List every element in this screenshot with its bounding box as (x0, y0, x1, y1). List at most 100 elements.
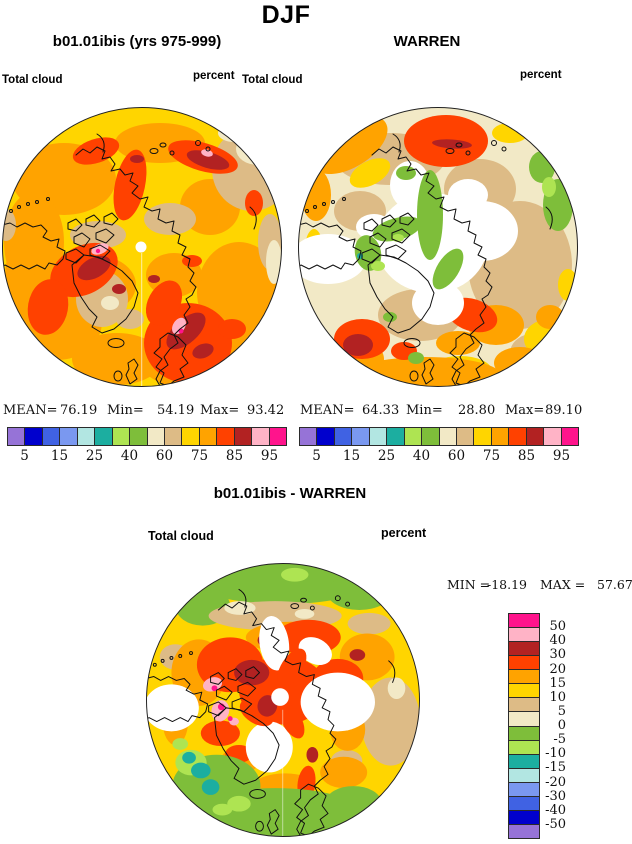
colorbar-swatch (94, 427, 113, 446)
colorbar-tick-label: -20 (545, 774, 566, 790)
colorbar-swatch (403, 427, 423, 446)
max-value: 57.67 (597, 577, 632, 592)
colorbar-tick-label: 20 (549, 661, 566, 677)
mean-value: 76.19 (60, 403, 98, 418)
colorbar-swatch (508, 753, 540, 769)
pole-hole (135, 241, 147, 253)
colorbar-swatch (508, 725, 540, 741)
obs-units-label: percent (520, 69, 562, 81)
colorbar-swatch (251, 427, 270, 446)
model-panel-title: b01.01ibis (yrs 975-999) (52, 33, 222, 50)
colorbar-swatch (7, 427, 26, 446)
map-outline (2, 107, 282, 387)
colorbar-tick-label: 30 (549, 647, 566, 663)
colorbar-swatch (316, 427, 335, 446)
colorbar-swatch (508, 697, 540, 713)
colorbar-swatch (508, 809, 540, 825)
diff-filled-contours (146, 563, 420, 837)
colorbar-tick-label: -10 (545, 746, 566, 762)
obs-variable-label: Total cloud (242, 74, 303, 86)
colorbar-swatch (508, 711, 540, 727)
colorbar-tick-label: 0 (557, 718, 566, 734)
colorbar-swatch (508, 641, 540, 657)
min-value: 54.19 (157, 403, 195, 418)
meridian-seam (282, 709, 284, 837)
colorbar-tick-label: 95 (552, 448, 571, 464)
diff-colorbar-ticks: 50 40 30 20 15 10 5 0 -5 -10 -15 -20 -30 -40 -50 (540, 613, 566, 839)
diff-map (146, 563, 420, 837)
colorbar-swatch (181, 427, 200, 446)
mean-label: MEAN= (300, 403, 355, 418)
diff-variable-label: Total cloud (148, 529, 214, 543)
meridian-seam (141, 253, 143, 387)
max-label: Max= (200, 403, 240, 418)
obs-colorbar-ticks: 5 15 25 40 60 75 85 95 (299, 448, 579, 464)
obs-colorbar (299, 427, 579, 446)
colorbar-tick-label: 15 (549, 675, 566, 691)
colorbar-tick-label: 60 (155, 448, 174, 464)
colorbar-swatch (543, 427, 562, 446)
colorbar-tick-label: 50 (549, 619, 566, 635)
diff-panel-title: b01.01ibis - WARREN (213, 485, 367, 502)
colorbar-tick-label: 85 (517, 448, 536, 464)
colorbar-tick-label: 5 (312, 448, 321, 464)
colorbar-swatch (333, 427, 353, 446)
min-label: Min= (406, 403, 443, 418)
model-colorbar-ticks: 5 15 25 40 60 75 85 95 (7, 448, 287, 464)
model-variable-label: Total cloud (2, 74, 63, 86)
colorbar-swatch (386, 427, 405, 446)
obs-stats-row: MEAN= 64.33 Min= 28.80 Max= 89.10 (300, 403, 592, 419)
colorbar-tick-label: 40 (120, 448, 139, 464)
colorbar-swatch (525, 427, 545, 446)
colorbar-tick-label: 75 (190, 448, 209, 464)
colorbar-swatch (129, 427, 148, 446)
colorbar-tick-label: -15 (545, 760, 566, 776)
colorbar-swatch (268, 427, 287, 446)
colorbar-tick-label: 15 (50, 448, 69, 464)
max-label: Max= (505, 403, 545, 418)
colorbar-tick-label: 40 (549, 633, 566, 649)
colorbar-swatch (76, 427, 96, 446)
min-label: Min= (107, 403, 144, 418)
diff-minmax-row: MIN = -18.19 MAX = 57.67 (447, 577, 632, 593)
colorbar-swatch (508, 627, 540, 643)
mean-value: 64.33 (362, 403, 400, 418)
colorbar-swatch (473, 427, 492, 446)
colorbar-swatch (455, 427, 475, 446)
diff-units-label: percent (381, 526, 427, 540)
map-outline (298, 107, 578, 387)
diff-colorbar (508, 613, 540, 839)
colorbar-swatch (508, 781, 540, 797)
colorbar-swatch (508, 795, 540, 811)
colorbar-swatch (421, 427, 440, 446)
colorbar-tick-label: 60 (447, 448, 466, 464)
obs-panel-title: WARREN (393, 33, 461, 50)
model-map (2, 107, 282, 387)
colorbar-swatch (560, 427, 579, 446)
colorbar-swatch (198, 427, 218, 446)
colorbar-swatch (508, 655, 540, 671)
colorbar-swatch (216, 427, 235, 446)
warren-filled-contours (298, 107, 578, 387)
colorbar-swatch (438, 427, 457, 446)
min-label: MIN = (447, 577, 491, 592)
colorbar-swatch (490, 427, 510, 446)
pole-hole (271, 688, 289, 706)
colorbar-tick-label: 85 (225, 448, 244, 464)
model-colorbar (7, 427, 287, 446)
colorbar-swatch (508, 683, 540, 699)
colorbar-tick-label: 75 (482, 448, 501, 464)
colorbar-swatch (508, 669, 540, 685)
colorbar-tick-label: 10 (549, 689, 566, 705)
colorbar-swatch (163, 427, 183, 446)
max-value: 93.42 (247, 403, 285, 418)
colorbar-swatch (508, 739, 540, 755)
colorbar-tick-label: 25 (377, 448, 396, 464)
min-value: 28.80 (458, 403, 496, 418)
colorbar-swatch (41, 427, 61, 446)
colorbar-swatch (508, 613, 540, 629)
mean-label: MEAN= (3, 403, 58, 418)
max-label: MAX = (540, 577, 586, 592)
figure-title: DJF (261, 1, 311, 29)
